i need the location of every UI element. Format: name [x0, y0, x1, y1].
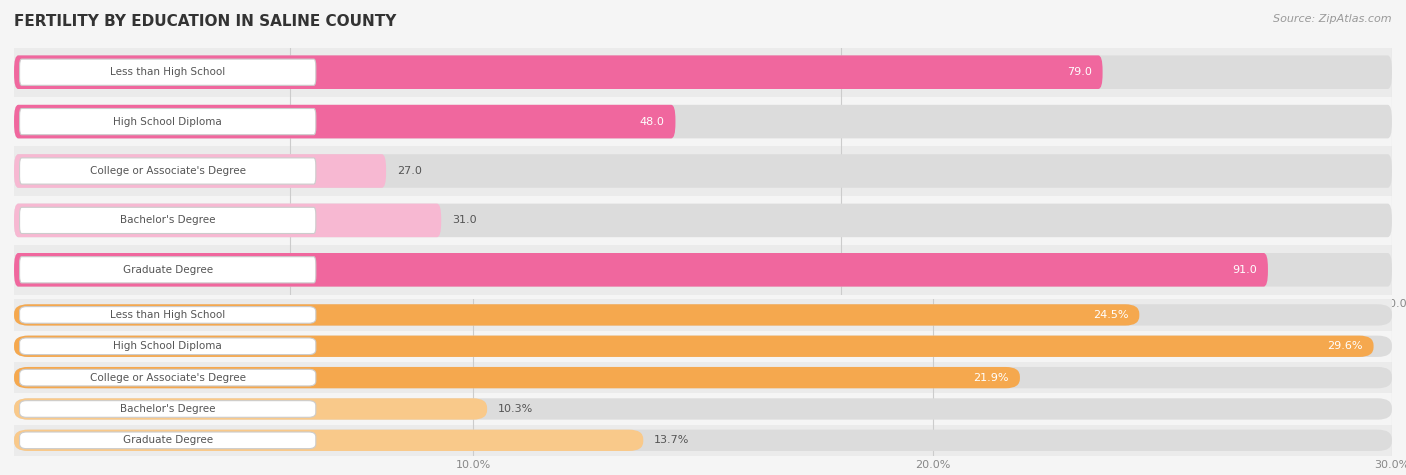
- Bar: [14, 245, 1392, 294]
- FancyBboxPatch shape: [14, 56, 1102, 89]
- FancyBboxPatch shape: [14, 154, 1392, 188]
- Bar: [14, 299, 1392, 331]
- Text: Source: ZipAtlas.com: Source: ZipAtlas.com: [1274, 14, 1392, 24]
- FancyBboxPatch shape: [20, 207, 316, 234]
- Bar: [14, 97, 1392, 146]
- FancyBboxPatch shape: [20, 369, 316, 386]
- FancyBboxPatch shape: [14, 204, 1392, 237]
- Bar: [14, 48, 1392, 97]
- Text: 27.0: 27.0: [396, 166, 422, 176]
- Bar: [14, 362, 1392, 393]
- FancyBboxPatch shape: [14, 253, 1268, 286]
- Bar: [14, 196, 1392, 245]
- Text: 48.0: 48.0: [640, 116, 665, 127]
- FancyBboxPatch shape: [20, 338, 316, 355]
- Bar: [14, 425, 1392, 456]
- Text: 29.6%: 29.6%: [1327, 341, 1362, 352]
- FancyBboxPatch shape: [20, 400, 316, 418]
- Text: 91.0: 91.0: [1232, 265, 1257, 275]
- FancyBboxPatch shape: [20, 108, 316, 135]
- FancyBboxPatch shape: [20, 432, 316, 449]
- FancyBboxPatch shape: [14, 336, 1392, 357]
- Text: 31.0: 31.0: [453, 215, 477, 226]
- FancyBboxPatch shape: [14, 336, 1374, 357]
- FancyBboxPatch shape: [14, 430, 644, 451]
- Text: Less than High School: Less than High School: [110, 310, 225, 320]
- Text: College or Associate's Degree: College or Associate's Degree: [90, 372, 246, 383]
- Text: College or Associate's Degree: College or Associate's Degree: [90, 166, 246, 176]
- FancyBboxPatch shape: [14, 56, 1392, 89]
- FancyBboxPatch shape: [14, 105, 675, 138]
- FancyBboxPatch shape: [14, 105, 1392, 138]
- FancyBboxPatch shape: [20, 59, 316, 86]
- FancyBboxPatch shape: [14, 367, 1392, 388]
- Text: FERTILITY BY EDUCATION IN SALINE COUNTY: FERTILITY BY EDUCATION IN SALINE COUNTY: [14, 14, 396, 29]
- FancyBboxPatch shape: [20, 158, 316, 184]
- Text: 13.7%: 13.7%: [654, 435, 690, 446]
- Text: High School Diploma: High School Diploma: [114, 116, 222, 127]
- FancyBboxPatch shape: [14, 253, 1392, 286]
- Text: 24.5%: 24.5%: [1092, 310, 1128, 320]
- FancyBboxPatch shape: [20, 306, 316, 323]
- Text: 21.9%: 21.9%: [973, 372, 1010, 383]
- Bar: [14, 393, 1392, 425]
- FancyBboxPatch shape: [14, 367, 1019, 388]
- FancyBboxPatch shape: [14, 304, 1139, 325]
- Text: High School Diploma: High School Diploma: [114, 341, 222, 352]
- Text: 10.3%: 10.3%: [498, 404, 533, 414]
- FancyBboxPatch shape: [14, 399, 486, 419]
- Text: Bachelor's Degree: Bachelor's Degree: [120, 404, 215, 414]
- FancyBboxPatch shape: [14, 430, 1392, 451]
- FancyBboxPatch shape: [20, 256, 316, 283]
- FancyBboxPatch shape: [14, 204, 441, 237]
- FancyBboxPatch shape: [14, 154, 387, 188]
- Bar: [14, 146, 1392, 196]
- Text: 79.0: 79.0: [1067, 67, 1091, 77]
- Text: Less than High School: Less than High School: [110, 67, 225, 77]
- Text: Bachelor's Degree: Bachelor's Degree: [120, 215, 215, 226]
- FancyBboxPatch shape: [14, 304, 1392, 325]
- FancyBboxPatch shape: [14, 399, 1392, 419]
- Text: Graduate Degree: Graduate Degree: [122, 265, 212, 275]
- Text: Graduate Degree: Graduate Degree: [122, 435, 212, 446]
- Bar: [14, 331, 1392, 362]
